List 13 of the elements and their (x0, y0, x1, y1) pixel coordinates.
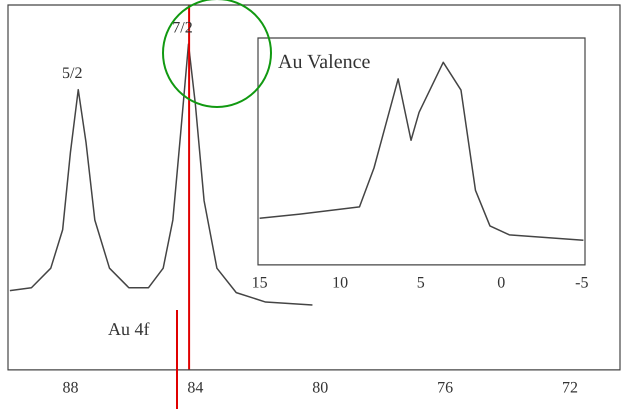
x-tick-label: 5 (416, 274, 425, 292)
x-tick-label: 0 (497, 274, 506, 292)
x-tick-label: -5 (575, 274, 588, 292)
x-tick-label: 10 (332, 274, 348, 292)
x-tick-label: 72 (562, 380, 578, 397)
annotation: Au Valence (278, 51, 370, 73)
x-tick-label: 76 (437, 380, 454, 397)
annotation: Au 4f (108, 319, 150, 339)
annotation: 5/2 (62, 64, 82, 82)
x-tick-label: 15 (252, 274, 268, 292)
x-tick-label: 80 (312, 380, 328, 397)
x-tick-label: 84 (187, 380, 204, 397)
x-tick-label: 88 (62, 380, 78, 397)
